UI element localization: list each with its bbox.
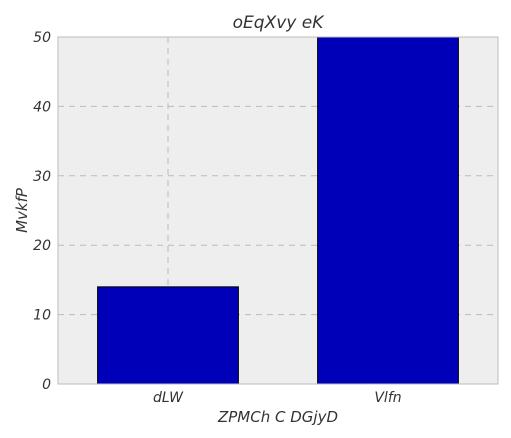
y-tick-label: 10: [33, 308, 51, 324]
y-tick-label: 0: [42, 377, 51, 393]
x-axis-label: ZPMCh C DGjyD: [217, 408, 338, 426]
bar-Vlfn: [317, 36, 459, 385]
y-tick-label: 40: [33, 99, 51, 115]
bars: [97, 36, 459, 385]
x-tick-label: dLW: [153, 390, 184, 406]
plot-frame: [57, 36, 499, 385]
x-tick-label: Vlfn: [374, 390, 401, 406]
y-tick-label: 50: [33, 30, 51, 46]
y-axis-label: MvkfP: [13, 187, 31, 233]
chart-title: oEqXvy eK: [233, 13, 326, 33]
x-tick-labels: dLW Vlfn: [153, 390, 402, 406]
y-tick-labels: 0 10 20 30 40 50: [33, 30, 51, 393]
y-tick-label: 30: [33, 169, 51, 185]
bar-dLW: [97, 286, 239, 385]
y-tick-label: 20: [33, 238, 51, 254]
